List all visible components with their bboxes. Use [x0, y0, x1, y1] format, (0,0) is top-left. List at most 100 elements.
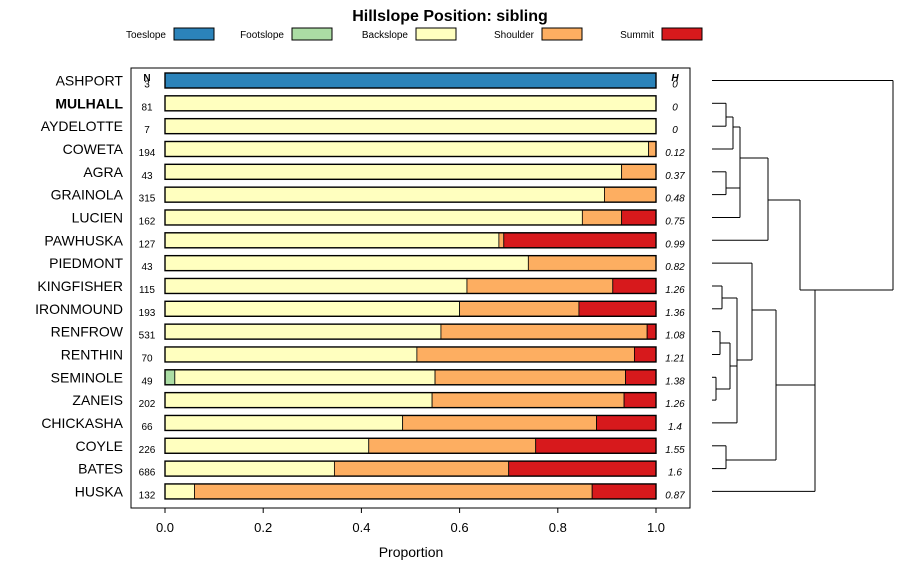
h-value: 0: [672, 102, 678, 113]
category-label: RENFROW: [51, 324, 124, 340]
h-value: 0.75: [665, 216, 685, 227]
h-value: 1.55: [665, 445, 685, 456]
n-value: 193: [139, 308, 156, 319]
n-value: 132: [139, 490, 156, 501]
bar-segment-shoulder: [528, 256, 656, 271]
category-label: MULHALL: [55, 95, 123, 111]
n-value: 3: [144, 80, 150, 91]
category-label: HUSKA: [75, 483, 124, 499]
bar-segment-backslope: [165, 415, 403, 430]
bar-segment-backslope: [165, 324, 441, 339]
category-label: ZANEIS: [72, 392, 123, 408]
legend-label-backslope: Backslope: [362, 30, 409, 41]
bar-segment-summit: [647, 324, 656, 339]
bar-segment-shoulder: [441, 324, 647, 339]
category-label: BATES: [78, 461, 123, 477]
bar-segment-shoulder: [369, 438, 536, 453]
bar-segment-backslope: [165, 301, 460, 316]
n-value: 531: [139, 331, 156, 342]
h-value: 1.26: [665, 399, 685, 410]
category-label: SEMINOLE: [51, 369, 123, 385]
legend-label-shoulder: Shoulder: [494, 30, 535, 41]
bar-segment-shoulder: [582, 210, 621, 225]
h-value: 1.08: [665, 331, 685, 342]
h-value: 0.12: [665, 148, 685, 159]
legend-swatch-toeslope: [174, 28, 214, 40]
category-label: KINGFISHER: [37, 278, 123, 294]
category-label: COWETA: [63, 141, 124, 157]
h-value: 0.99: [665, 239, 685, 250]
legend-swatch-shoulder: [542, 28, 582, 40]
bar-segment-shoulder: [499, 233, 504, 248]
bar-segment-shoulder: [649, 141, 656, 156]
bar-segment-summit: [504, 233, 656, 248]
category-label: AGRA: [83, 164, 123, 180]
h-value: 1.4: [668, 422, 682, 433]
bar-segment-summit: [624, 393, 656, 408]
legend-label-summit: Summit: [620, 30, 654, 41]
n-value: 162: [139, 216, 156, 227]
legend: Toeslope Footslope Backslope Shoulder Summit: [126, 28, 702, 41]
n-value: 43: [141, 262, 153, 273]
x-tick-label: 0.6: [451, 520, 469, 535]
n-value: 70: [141, 353, 153, 364]
h-value: 0: [672, 80, 678, 91]
bar-segment-shoulder: [334, 461, 508, 476]
legend-label-toeslope: Toeslope: [126, 30, 166, 41]
x-tick-label: 0.0: [156, 520, 174, 535]
h-value: 1.6: [668, 468, 682, 479]
bar-segment-shoulder: [622, 164, 656, 179]
legend-swatch-backslope: [416, 28, 456, 40]
bar-segment-summit: [592, 484, 656, 499]
bar-segment-footslope: [165, 370, 175, 385]
h-value: 1.21: [665, 353, 684, 364]
h-value: 1.38: [665, 376, 685, 387]
bar-segment-backslope: [165, 393, 432, 408]
bar-segment-backslope: [165, 484, 194, 499]
hillslope-chart: Hillslope Position: sibling Toeslope Foot…: [0, 0, 900, 580]
n-value: 127: [139, 239, 156, 250]
bar-segment-summit: [509, 461, 656, 476]
category-label: CHICKASHA: [41, 415, 123, 431]
bar-segment-summit: [536, 438, 656, 453]
bar-segment-shoulder: [403, 415, 597, 430]
bar-segment-backslope: [165, 256, 528, 271]
bar-segment-toeslope: [165, 73, 656, 88]
bar-segment-backslope: [165, 119, 656, 134]
bar-segment-summit: [622, 210, 656, 225]
h-value: 0.37: [665, 171, 685, 182]
bar-segment-summit: [579, 301, 656, 316]
bar-segment-backslope: [165, 210, 582, 225]
bar-segment-backslope: [165, 164, 622, 179]
n-value: 43: [141, 171, 153, 182]
bar-segment-backslope: [165, 96, 656, 111]
x-tick-label: 1.0: [647, 520, 665, 535]
bar-segment-shoulder: [435, 370, 626, 385]
n-value: 226: [139, 445, 156, 456]
n-value: 66: [141, 422, 153, 433]
x-axis-label: Proportion: [379, 544, 444, 560]
bar-segment-backslope: [165, 347, 417, 362]
bar-segment-shoulder: [432, 393, 624, 408]
bar-segment-backslope: [165, 278, 467, 293]
category-label: COYLE: [76, 438, 123, 454]
category-label: AYDELOTTE: [41, 118, 123, 134]
bar-segment-shoulder: [460, 301, 579, 316]
category-label: IRONMOUND: [35, 301, 123, 317]
n-value: 686: [139, 468, 156, 479]
category-label: GRAINOLA: [51, 187, 124, 203]
bar-segment-shoulder: [194, 484, 592, 499]
legend-swatch-footslope: [292, 28, 332, 40]
bar-segment-backslope: [165, 141, 649, 156]
bar-segment-backslope: [165, 438, 369, 453]
category-label: PIEDMONT: [49, 255, 123, 271]
x-tick-label: 0.4: [352, 520, 370, 535]
h-value: 0: [672, 125, 678, 136]
category-label: PAWHUSKA: [44, 232, 123, 248]
n-value: 49: [141, 376, 153, 387]
bar-segment-summit: [626, 370, 656, 385]
dendrogram: [712, 81, 893, 492]
bar-segment-shoulder: [467, 278, 613, 293]
x-axis: 0.0 0.2 0.4 0.6 0.8 1.0: [156, 508, 665, 535]
